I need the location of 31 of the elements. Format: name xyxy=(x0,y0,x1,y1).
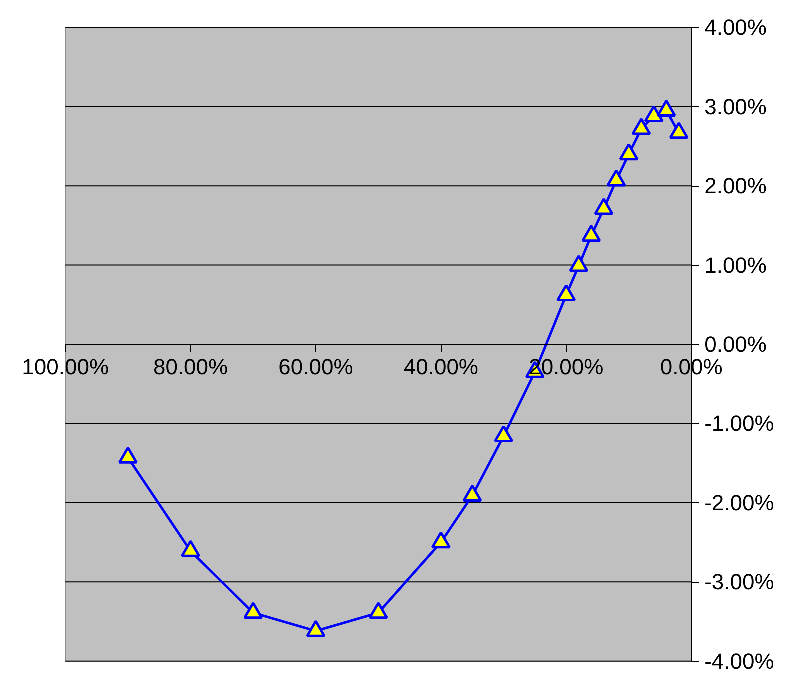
point xyxy=(594,198,614,216)
y-tick-label: -1.00% xyxy=(704,411,774,436)
point xyxy=(632,118,652,136)
y-tick-label: 3.00% xyxy=(704,94,767,120)
x-tick-label: 80.00% xyxy=(153,354,228,380)
y-tick-label: 1.00% xyxy=(704,252,767,278)
x-tick-label: 60.00% xyxy=(278,354,354,380)
point xyxy=(619,143,639,161)
point xyxy=(306,620,326,638)
y-tick-label: 0.00% xyxy=(704,332,767,357)
point xyxy=(118,446,138,464)
point xyxy=(644,105,664,123)
point xyxy=(606,169,626,187)
point xyxy=(494,425,514,443)
y-tick-label: 4.00% xyxy=(704,15,767,40)
x-tick-label: 100.00% xyxy=(22,354,110,380)
point xyxy=(556,284,576,302)
point xyxy=(431,531,451,549)
point xyxy=(462,484,482,502)
point xyxy=(656,100,676,117)
y-tick-label: -2.00% xyxy=(704,490,774,516)
x-tick-label: 40.00% xyxy=(404,354,479,380)
y-tick-label: 2.00% xyxy=(704,174,767,199)
point xyxy=(582,224,602,242)
point xyxy=(368,602,388,620)
y-tick-label: -4.00% xyxy=(704,648,774,674)
point xyxy=(181,540,201,558)
y-tick-label: -3.00% xyxy=(704,570,774,595)
point xyxy=(569,255,589,272)
point xyxy=(669,122,689,140)
point xyxy=(244,602,264,620)
